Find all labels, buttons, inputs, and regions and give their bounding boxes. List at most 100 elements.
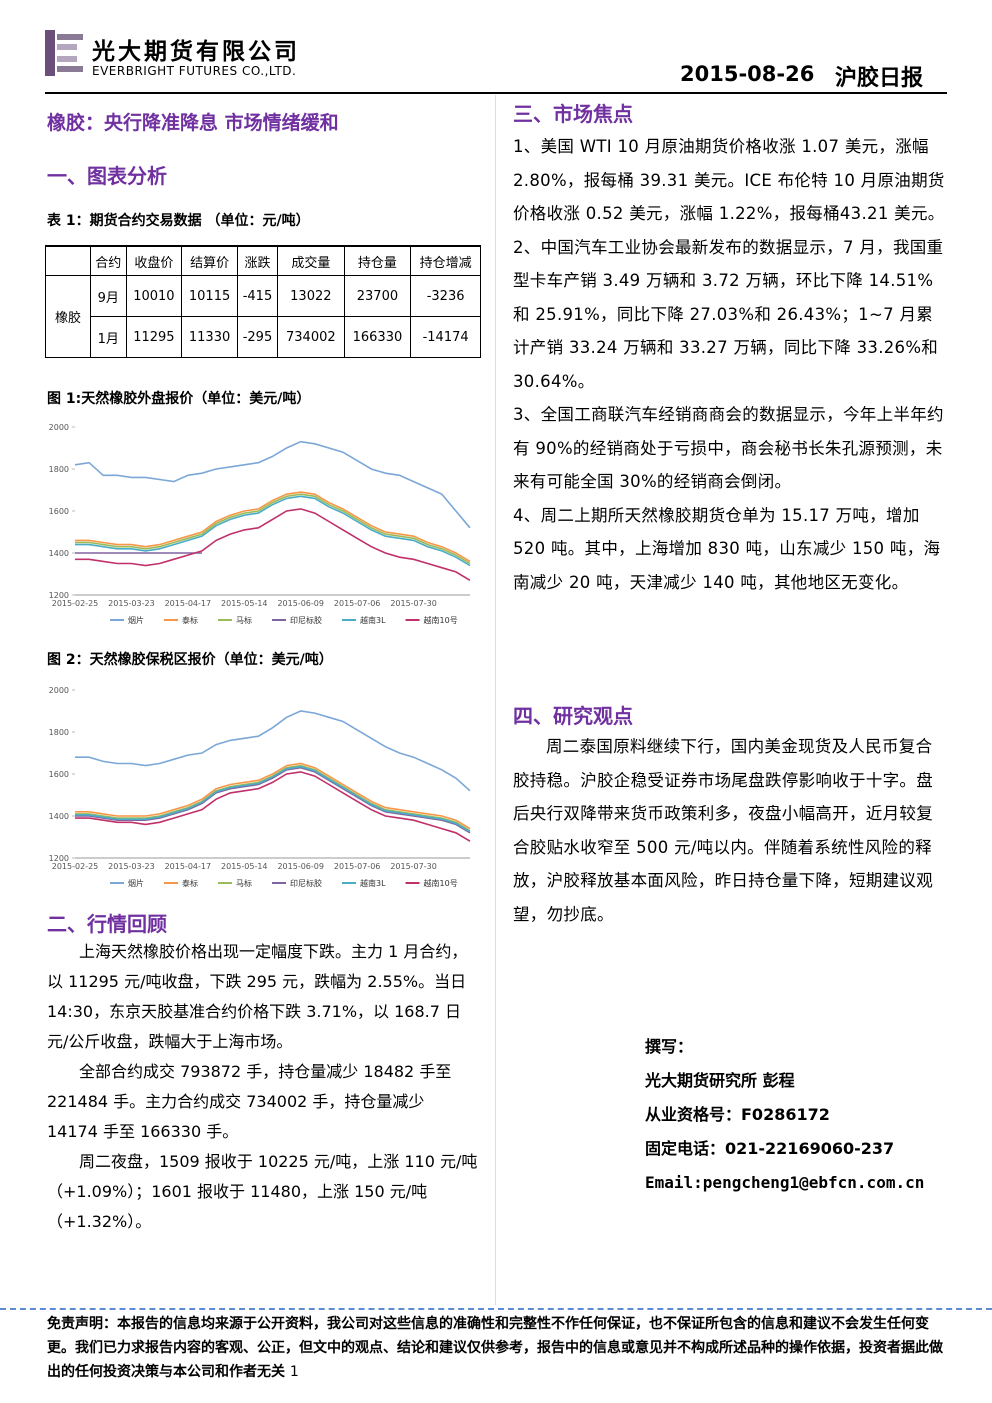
table-cell: -415 <box>236 275 279 317</box>
x-tick-label: 2015-06-09 <box>277 599 324 608</box>
table-cell: 11295 <box>125 316 183 358</box>
table-caption: 表 1：期货合约交易数据 （单位：元/吨） <box>47 213 310 229</box>
section-title: 二、行情回顾 <box>47 912 167 936</box>
series-line <box>75 765 471 833</box>
author-line: 固定电话：021-22169060-237 <box>645 1139 895 1158</box>
legend-label: 越南3L <box>360 615 386 625</box>
headline: 橡胶：央行降准降息 市场情绪缓和 <box>47 112 339 134</box>
table-cell: 166330 <box>343 316 412 358</box>
series-line <box>75 491 471 563</box>
author-line: 从业资格号：F0286172 <box>645 1105 830 1124</box>
table-cell: 11330 <box>181 316 238 358</box>
section-title: 四、研究观点 <box>513 704 633 728</box>
news-item: 2、中国汽车工业协会最新发布的数据显示，7 月，我国重型卡车产销 3.49 万辆… <box>513 237 944 391</box>
x-tick-label: 2015-06-09 <box>277 862 324 871</box>
table-corner <box>45 245 91 276</box>
author-line: 光大期货研究所 彭程 <box>645 1071 795 1090</box>
footer-rule <box>0 1308 992 1310</box>
view-paragraph: 周二泰国原料继续下行，国内美金现货及人民币复合胶持稳。沪胶企稳受证券市场尾盘跌停… <box>513 737 933 924</box>
legend-label: 马标 <box>236 615 252 625</box>
x-tick-label: 2015-02-25 <box>52 599 99 608</box>
section-title: 一、图表分析 <box>47 164 167 188</box>
data-table: 合约 收盘价 结算价 涨跌 成交量 持仓量 持仓增减 橡胶 9月 10010 1… <box>45 245 481 358</box>
section-body: 1、美国 WTI 10 月原油期货价格收涨 1.07 美元，涨幅 2.80%，报… <box>513 130 945 599</box>
y-tick-label: 1400 <box>49 549 69 558</box>
section-body: 上海天然橡胶价格出现一定幅度下跌。主力 1 月合约，以 11295 元/吨收盘，… <box>47 937 479 1237</box>
table-cell: 9月 <box>90 275 127 317</box>
figure-caption: 图 1:天然橡胶外盘报价（单位：美元/吨） <box>47 391 311 407</box>
table-header: 持仓量 <box>343 245 412 276</box>
paragraph: 周二夜盘，1509 报收于 10225 元/吨，上涨 110 元/吨（+1.09… <box>47 1152 478 1231</box>
news-item: 1、美国 WTI 10 月原油期货价格收涨 1.07 美元，涨幅 2.80%，报… <box>513 137 945 223</box>
series-line <box>75 710 471 792</box>
author-block: 撰写： 光大期货研究所 彭程 从业资格号：F0286172 固定电话：021-2… <box>645 1030 924 1200</box>
section-title: 三、市场焦点 <box>513 102 633 126</box>
paragraph: 上海天然橡胶价格出现一定幅度下跌。主力 1 月合约，以 11295 元/吨收盘，… <box>47 942 468 1051</box>
page-number: 1 <box>289 1364 299 1380</box>
table-cell: -295 <box>236 316 279 358</box>
legend-label: 烟片 <box>128 878 144 888</box>
table-cell: 13022 <box>277 275 345 317</box>
y-tick-label: 1200 <box>49 854 69 863</box>
y-tick-label: 1800 <box>49 728 69 737</box>
table-cell: 734002 <box>277 316 345 358</box>
column-divider <box>495 95 496 1305</box>
report-date: 2015-08-26 <box>680 62 815 86</box>
series-line <box>75 766 471 834</box>
x-tick-label: 2015-07-30 <box>390 862 437 871</box>
x-tick-label: 2015-03-23 <box>108 599 155 608</box>
table-header: 成交量 <box>277 245 345 276</box>
table-header: 结算价 <box>181 245 238 276</box>
legend-label: 越南3L <box>360 878 386 888</box>
y-tick-label: 2000 <box>49 686 69 695</box>
x-tick-label: 2015-04-17 <box>165 599 212 608</box>
table-cell: 23700 <box>343 275 412 317</box>
table-cell: 10115 <box>181 275 238 317</box>
y-tick-label: 1600 <box>49 770 69 779</box>
chart: 1200 1400 1600 1800 2000 2015-02-25 2015-03-23… <box>49 423 471 625</box>
table-cell: -14174 <box>410 316 481 358</box>
company-cn: 光大期货有限公司 <box>92 39 300 65</box>
disclaimer-text: 免责声明：本报告的信息均来源于公开资料，我公司对这些信息的准确性和完整性不作任何… <box>47 1316 943 1380</box>
x-tick-label: 2015-04-17 <box>165 862 212 871</box>
x-tick-label: 2015-03-23 <box>108 862 155 871</box>
legend-label: 泰标 <box>182 878 198 888</box>
series-line <box>75 764 471 832</box>
table-header: 收盘价 <box>125 245 183 276</box>
x-tick-label: 2015-07-06 <box>334 862 381 871</box>
x-tick-label: 2015-02-25 <box>52 862 99 871</box>
table-group: 橡胶 <box>45 275 91 358</box>
series-line <box>75 762 471 830</box>
y-tick-label: 1200 <box>49 591 69 600</box>
figure-caption: 图 2：天然橡胶保税区报价（单位：美元/吨） <box>47 652 333 668</box>
series-line <box>74 440 471 529</box>
logo-icon <box>45 30 83 76</box>
series-line <box>75 493 471 565</box>
y-tick-label: 1400 <box>49 812 69 821</box>
header-rule <box>45 92 947 94</box>
table-cell: 1月 <box>90 316 127 358</box>
paragraph: 全部合约成交 793872 手，持仓量减少 18482 手至 221484 手。… <box>47 1062 452 1141</box>
y-tick-label: 1800 <box>49 465 69 474</box>
x-tick-label: 2015-07-30 <box>390 599 437 608</box>
legend-label: 越南10号 <box>424 615 458 625</box>
table-cell: 10010 <box>125 275 183 317</box>
news-item: 4、周二上期所天然橡胶期货仓单为 15.17 万吨，增加 520 吨。其中，上海… <box>513 505 941 592</box>
table-cell: -3236 <box>410 275 481 317</box>
author-line: 撰写： <box>645 1037 694 1056</box>
legend-label: 印尼标胶 <box>290 615 322 625</box>
legend-label: 马标 <box>236 878 252 888</box>
series-line <box>75 495 471 567</box>
series-line <box>75 771 471 842</box>
legend-label: 烟片 <box>128 615 144 625</box>
table-header: 涨跌 <box>236 245 279 276</box>
news-item: 3、全国工商联汽车经销商商会的数据显示，今年上半年约有 90%的经销商处于亏损中… <box>513 405 944 491</box>
y-tick-label: 2000 <box>49 423 69 432</box>
table-header: 持仓增减 <box>410 245 481 276</box>
disclaimer: 免责声明：本报告的信息均来源于公开资料，我公司对这些信息的准确性和完整性不作任何… <box>47 1312 947 1384</box>
table-header: 合约 <box>90 245 127 276</box>
chart: 1200 1400 1600 1800 2000 2015-02-25 2015-03-23… <box>49 686 471 888</box>
legend-label: 越南10号 <box>424 878 458 888</box>
company-en: EVERBRIGHT FUTURES CO.,LTD. <box>92 64 297 78</box>
